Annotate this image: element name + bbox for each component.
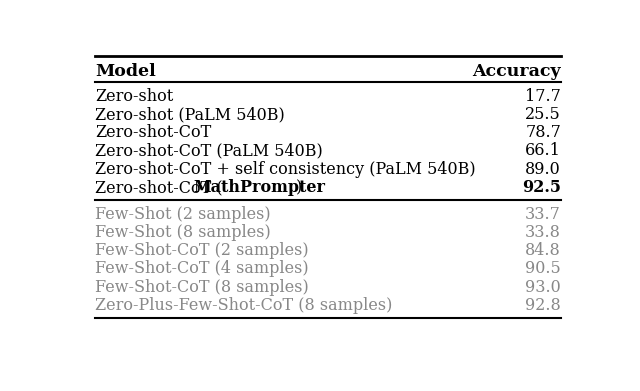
Text: Model: Model	[95, 63, 156, 80]
Text: 78.7: 78.7	[525, 124, 561, 141]
Text: ): )	[296, 179, 302, 196]
Text: 92.5: 92.5	[522, 179, 561, 196]
Text: Few-Shot (8 samples): Few-Shot (8 samples)	[95, 224, 271, 241]
Text: Zero-Plus-Few-Shot-CoT (8 samples): Zero-Plus-Few-Shot-CoT (8 samples)	[95, 297, 392, 314]
Text: 89.0: 89.0	[525, 161, 561, 178]
Text: Zero-shot-CoT: Zero-shot-CoT	[95, 124, 211, 141]
Text: MathPrompter: MathPrompter	[194, 179, 326, 196]
Text: Few-Shot-CoT (4 samples): Few-Shot-CoT (4 samples)	[95, 260, 308, 277]
Text: Few-Shot-CoT (2 samples): Few-Shot-CoT (2 samples)	[95, 242, 308, 259]
Text: 84.8: 84.8	[525, 242, 561, 259]
Text: 92.8: 92.8	[525, 297, 561, 314]
Text: Zero-shot-CoT + self consistency (PaLM 540B): Zero-shot-CoT + self consistency (PaLM 5…	[95, 161, 476, 178]
Text: Zero-shot-CoT (: Zero-shot-CoT (	[95, 179, 223, 196]
Text: 25.5: 25.5	[525, 106, 561, 123]
Text: 33.8: 33.8	[525, 224, 561, 241]
Text: 90.5: 90.5	[525, 260, 561, 277]
Text: 93.0: 93.0	[525, 279, 561, 296]
Text: Few-Shot (2 samples): Few-Shot (2 samples)	[95, 206, 271, 222]
Text: Few-Shot-CoT (8 samples): Few-Shot-CoT (8 samples)	[95, 279, 308, 296]
Text: 17.7: 17.7	[525, 88, 561, 105]
Text: Zero-shot-CoT (PaLM 540B): Zero-shot-CoT (PaLM 540B)	[95, 142, 323, 160]
Text: 66.1: 66.1	[525, 142, 561, 160]
Text: Zero-shot (PaLM 540B): Zero-shot (PaLM 540B)	[95, 106, 285, 123]
Text: 33.7: 33.7	[525, 206, 561, 222]
Text: Accuracy: Accuracy	[472, 63, 561, 80]
Text: Zero-shot: Zero-shot	[95, 88, 173, 105]
